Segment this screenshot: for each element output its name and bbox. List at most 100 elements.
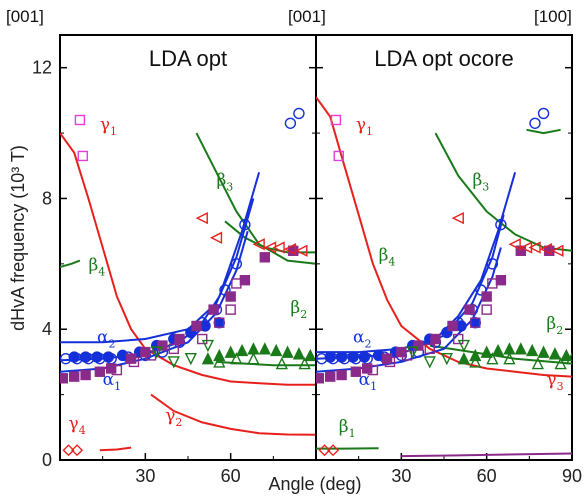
data-point-circle-filled <box>335 351 348 363</box>
data-point-circle-filled <box>213 316 225 329</box>
calculated-branch-curve <box>316 214 505 354</box>
data-point-diamond-open <box>327 444 340 457</box>
data-point-diamond-open <box>62 444 75 457</box>
data-point-triangle-left-open <box>551 244 564 257</box>
branch-label-subscript: 2 <box>364 337 371 350</box>
data-point-triangle-filled <box>281 345 294 358</box>
data-point-square-filled <box>105 363 117 374</box>
data-point-square-open <box>487 278 498 289</box>
data-point-triangle-open <box>213 355 226 368</box>
branch-label: γ1 <box>356 115 373 138</box>
data-point-square-filled <box>430 333 441 345</box>
branch-label: β3 <box>216 170 233 193</box>
data-point-square-open <box>481 304 492 315</box>
data-point-circle-filled <box>469 316 481 329</box>
data-point-triangle-filled <box>201 352 215 365</box>
calculated-branch-curve <box>150 393 316 436</box>
x-tick-label: 30 <box>391 466 411 486</box>
data-point-square-open <box>231 278 242 289</box>
data-point-circle-filled <box>68 351 80 363</box>
x-tick-label: 60 <box>221 466 241 486</box>
data-point-triangle-left-open <box>508 238 521 251</box>
data-point-triangle-filled <box>224 345 237 358</box>
direction-label-left-001: [001] <box>6 7 44 26</box>
data-point-square-filled <box>174 333 185 345</box>
data-point-circle-open <box>529 117 541 129</box>
branch-label: β3 <box>472 170 489 193</box>
data-point-circle-open <box>475 284 487 296</box>
data-point-square-filled <box>447 320 458 332</box>
y-tick-label: 8 <box>42 188 52 208</box>
data-point-circle-open <box>219 284 231 296</box>
branch-label: γ2 <box>165 406 182 429</box>
plot-frame <box>59 34 317 461</box>
data-point-circle-open <box>284 117 297 129</box>
data-point-triangle-down-open <box>406 346 419 359</box>
branch-label-subscript: 2 <box>300 308 307 321</box>
data-point-triangle-filled <box>270 343 283 357</box>
data-point-square-open <box>168 343 179 355</box>
y-tick-label: 12 <box>32 58 52 78</box>
data-point-square-open <box>367 364 379 376</box>
data-point-square-filled <box>94 366 106 377</box>
data-point-square-filled <box>69 371 80 382</box>
x-tick-label: 30 <box>135 466 155 486</box>
data-point-triangle-open <box>469 355 482 368</box>
branch-label-subscript: 4 <box>79 424 86 437</box>
data-point-square-filled <box>362 363 373 374</box>
panel-title: LDA opt ocore <box>374 46 513 71</box>
data-point-triangle-open <box>275 356 288 370</box>
data-point-square-filled <box>381 353 393 364</box>
branch-label-subscript: 1 <box>370 380 377 393</box>
data-point-triangle-filled <box>548 347 562 360</box>
data-point-square-filled <box>495 274 507 286</box>
branch-label-subscript: 3 <box>482 180 489 193</box>
data-point-triangle-open <box>230 352 243 365</box>
direction-label-mid-001: [001] <box>288 7 326 26</box>
branch-label: β2 <box>290 298 307 321</box>
data-point-triangle-left-open <box>451 211 464 225</box>
data-point-triangle-filled <box>235 343 249 357</box>
branch-label-subscript: 3 <box>557 380 564 393</box>
data-point-triangle-open <box>565 352 572 365</box>
data-point-triangle-left-open <box>272 241 285 254</box>
branch-label: γ4 <box>69 414 86 437</box>
data-point-circle-filled <box>91 351 103 363</box>
data-point-square-filled <box>325 371 336 382</box>
direction-labels: [001] [001] [100] <box>6 7 572 26</box>
x-tick-label: 60 <box>477 466 497 486</box>
direction-label-right-100: [100] <box>534 7 572 26</box>
calculated-branch-curve <box>526 128 561 135</box>
data-point-square-filled <box>140 346 151 358</box>
y-tick-label: 4 <box>42 319 52 339</box>
panel-lda-opt-ocore: 30 60 90 LDA opt ocore γ1 β3 β4 β2 α2 α1 γ3 β1 <box>315 34 582 486</box>
data-point-square-filled <box>481 291 492 302</box>
data-point-square-open <box>111 364 123 376</box>
data-point-square-filled <box>350 366 362 377</box>
data-point-square-filled <box>208 304 219 315</box>
plot-frame <box>315 34 573 461</box>
data-point-square-open <box>197 333 208 345</box>
data-point-square-filled <box>191 320 202 332</box>
branch-label: α2 <box>97 327 115 350</box>
data-point-square-open <box>77 150 88 162</box>
branch-label: β4 <box>379 246 396 269</box>
plot-area <box>316 96 572 458</box>
y-axis-title: dHvA frequency (10³ T) <box>8 145 28 331</box>
calculated-branch-curve <box>434 132 572 252</box>
data-point-triangle-filled <box>258 342 271 355</box>
calculated-branch-curve <box>316 172 517 360</box>
data-point-square-open <box>424 343 435 355</box>
data-point-circle-open <box>495 218 507 231</box>
data-point-circle-filled <box>102 351 115 363</box>
data-point-triangle-left-open <box>209 231 223 244</box>
data-point-square-open <box>384 356 396 368</box>
data-point-square-filled <box>239 274 251 286</box>
data-point-square-filled <box>80 369 91 381</box>
branch-label-subscript: 2 <box>556 324 563 337</box>
plot-area <box>60 107 316 457</box>
data-point-circle-open <box>239 218 251 231</box>
data-point-square-open <box>470 317 481 328</box>
data-point-triangle-filled <box>514 342 527 355</box>
